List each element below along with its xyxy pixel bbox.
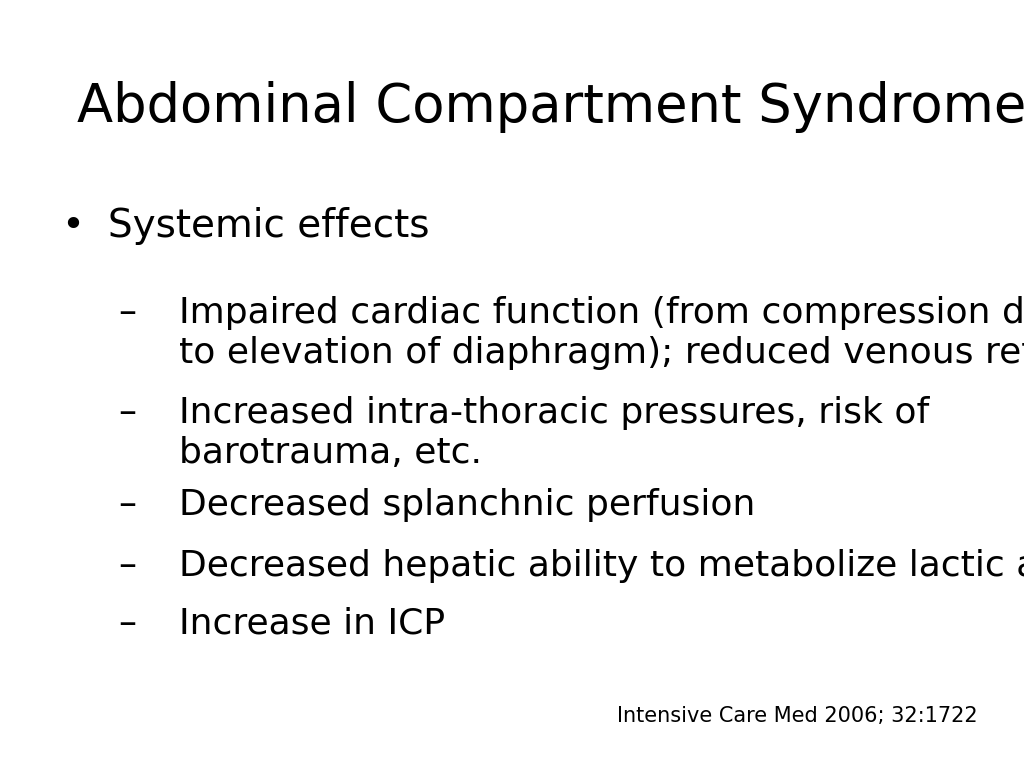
Text: Abdominal Compartment Syndrome: Abdominal Compartment Syndrome: [77, 81, 1024, 133]
Text: –: –: [118, 296, 136, 329]
Text: –: –: [118, 488, 136, 521]
Text: Decreased hepatic ability to metabolize lactic acid: Decreased hepatic ability to metabolize …: [179, 549, 1024, 583]
Text: Increase in ICP: Increase in ICP: [179, 607, 445, 641]
Text: Intensive Care Med 2006; 32:1722: Intensive Care Med 2006; 32:1722: [617, 706, 978, 726]
Text: Systemic effects: Systemic effects: [108, 207, 429, 245]
Text: Decreased splanchnic perfusion: Decreased splanchnic perfusion: [179, 488, 756, 521]
Text: •: •: [61, 207, 84, 245]
Text: Impaired cardiac function (from compression due
to elevation of diaphragm); redu: Impaired cardiac function (from compress…: [179, 296, 1024, 370]
Text: Increased intra-thoracic pressures, risk of
barotrauma, etc.: Increased intra-thoracic pressures, risk…: [179, 396, 930, 470]
Text: –: –: [118, 549, 136, 583]
Text: –: –: [118, 607, 136, 641]
Text: –: –: [118, 396, 136, 429]
